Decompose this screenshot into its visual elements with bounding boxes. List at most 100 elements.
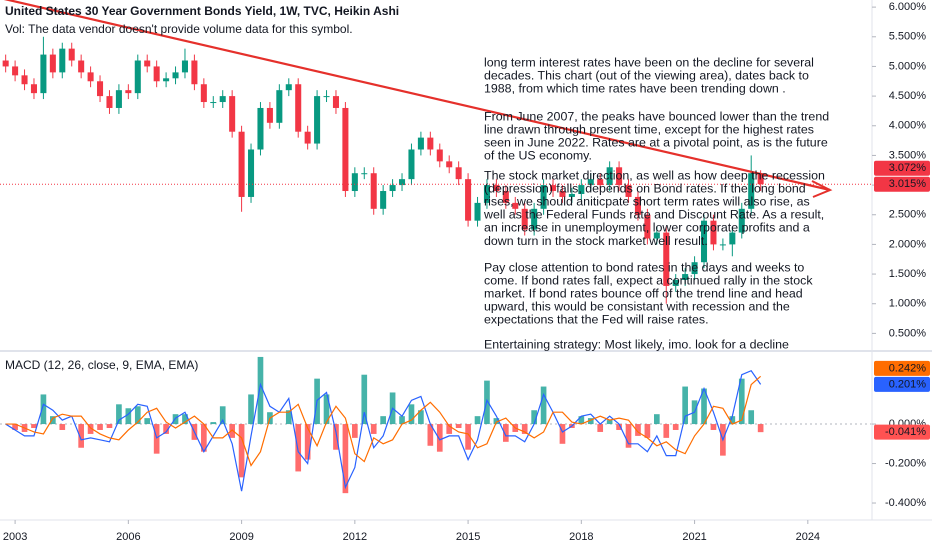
candle-body [644,214,651,239]
candle-body [210,102,217,104]
candle-body [323,96,330,98]
note-line: upward, this would be consistant with re… [484,300,790,314]
last-value-box [874,160,930,176]
histogram-bar [757,424,764,433]
histogram-bar [521,424,528,434]
candle-body [559,191,566,197]
y-tick-label: 3.500% [889,149,927,161]
annotation: long term interest rates have been on th… [483,55,829,351]
candle-body [276,90,283,123]
trend-arrow [811,180,833,198]
y-tick-label: 0.500% [889,327,927,339]
histogram-bar [408,404,415,425]
candle-body [153,66,160,82]
candle-body [606,167,613,186]
histogram-bar [418,410,424,425]
candle-body [455,167,462,180]
candle-body [399,179,406,186]
histogram-bar [12,424,18,430]
note-line: of the US economy. [484,149,592,163]
note-line: well as the Federal Funds rate and Disco… [483,208,824,222]
candle-body [719,244,726,246]
last-value-label: 0.242% [889,362,927,374]
histogram-bar [257,356,264,425]
last-value-box [874,376,930,392]
candle-body [436,149,443,162]
y-tick-label: 2.500% [889,209,927,221]
candle-body [502,191,509,203]
note-line: expectations that the Fed will raise rat… [484,313,709,327]
macd-line [5,375,762,467]
histogram-bar [238,424,245,478]
histogram-bar [153,424,160,454]
histogram-bar [474,416,481,425]
note-line: rises, we should aniticpate short term r… [484,194,810,208]
histogram-bar [682,386,688,425]
y-tick-label: 4.500% [889,90,927,102]
candle-body [87,72,94,82]
histogram-bar [31,424,37,429]
histogram-bar [229,424,235,438]
candle-body [625,185,632,197]
macd-pane [0,356,872,494]
histogram-bar [663,424,670,438]
histogram-bar [323,394,330,425]
histogram-bar [729,416,736,425]
candle-body [691,262,698,275]
histogram-bar [285,410,292,425]
note-line: line drawn through present time, except … [484,122,814,136]
candle-body [248,149,255,197]
histogram-bar [87,424,94,434]
candle-body [578,185,585,194]
candle-body [521,208,528,230]
candle-body [729,232,736,245]
histogram-bar [116,404,122,425]
x-tick-label: 2003 [3,531,27,543]
note-line: an increase in unemployment, lower corpo… [484,221,810,235]
last-value-box [874,424,930,440]
candle-body [474,202,481,221]
x-tick-label: 2015 [456,531,480,543]
histogram-bar [361,374,368,425]
note-line: market. If bond rates bounce off of the … [484,286,803,300]
candle-body [115,90,122,108]
candle-body [738,208,745,233]
candle-body [710,220,717,245]
histogram-bar [455,424,462,429]
note-line: long term interest rates have been on th… [484,55,814,69]
histogram-bar [644,424,651,438]
candle-body [12,66,19,76]
x-tick-label: 2018 [569,531,593,543]
histogram-bar [295,424,302,472]
candle-body [144,60,151,67]
candle-body [616,167,623,186]
candle-body [314,96,321,144]
candle-body [125,90,132,94]
histogram-bar [672,424,679,430]
y-tick-label: 5.000% [889,60,927,72]
histogram-bar [352,424,358,438]
histogram-bar [399,416,405,425]
candle-body [40,54,47,94]
macd-title: MACD (12, 26, close, 9, EMA, EMA) [5,358,198,372]
candle-body [229,96,236,132]
candle-body [493,185,500,192]
y-tick-label: 6.000% [889,1,927,13]
candle-body [597,179,604,186]
x-tick-label: 2009 [229,531,253,543]
note-line: 1988, from which time rates have been tr… [484,81,786,95]
candle-body [134,60,141,94]
candle-body [332,96,339,108]
histogram-bar [493,418,500,425]
note-line: decades. This chart (out of the viewing … [484,68,809,82]
histogram-bar [616,424,622,430]
candle-body [389,185,396,192]
histogram-bar [163,424,169,434]
candle-body [106,96,113,108]
histogram-bar [446,424,453,434]
histogram-bar [710,424,717,430]
histogram-bar [436,424,443,452]
candle-body [59,48,66,73]
